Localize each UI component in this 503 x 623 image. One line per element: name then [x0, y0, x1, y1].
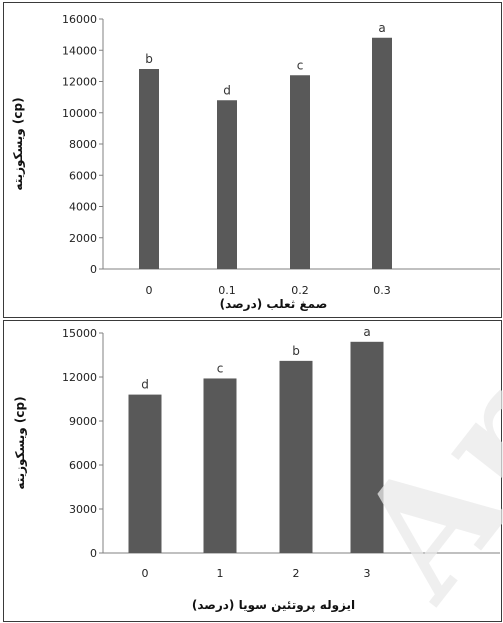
- y-tick-label: 15000: [62, 327, 97, 340]
- x-axis-label: صمغ ثعلب (درصد): [220, 297, 328, 311]
- x-tick-label: 0: [142, 567, 149, 580]
- x-tick-label: 1: [217, 567, 224, 580]
- y-tick-label: 6000: [69, 459, 97, 472]
- bar: [128, 394, 162, 553]
- y-tick-label: 3000: [69, 503, 97, 516]
- bar-chart-soy: 0 3000 6000 9000 12000 15000 d 0 c 1 b 2 a 3 ایزوله پر…: [13, 325, 500, 613]
- significance-label: d: [223, 83, 231, 97]
- y-tick-label: 14000: [62, 44, 97, 57]
- y-tick-label: 16000: [62, 13, 97, 26]
- y-tick-label: 4000: [69, 201, 97, 214]
- x-tick-label: 2: [293, 567, 300, 580]
- significance-label: a: [378, 21, 385, 35]
- y-tick-label: 2000: [69, 232, 97, 245]
- chart-panel-gum: 0 2000 4000 6000 8000 10000 12000 14000 16000 b 0 d…: [3, 2, 502, 318]
- significance-label: b: [292, 344, 300, 358]
- significance-label: b: [145, 52, 153, 66]
- x-tick-label: 0.1: [218, 284, 236, 297]
- x-tick-label: 0.3: [373, 284, 391, 297]
- y-tick-label: 10000: [62, 107, 97, 120]
- bar: [217, 100, 237, 269]
- x-tick-label: 0: [146, 284, 153, 297]
- y-tick-label: 0: [90, 263, 97, 276]
- significance-label: a: [363, 325, 370, 339]
- y-axis-label: ویسکوزیته (cp): [11, 97, 26, 190]
- bar: [290, 75, 310, 269]
- significance-label: d: [141, 378, 149, 392]
- significance-label: c: [217, 361, 224, 375]
- y-tick-label: 9000: [69, 415, 97, 428]
- y-tick-label: 8000: [69, 138, 97, 151]
- x-tick-label: 0.2: [291, 284, 309, 297]
- bar: [139, 69, 159, 269]
- y-tick-label: 12000: [62, 76, 97, 89]
- bar: [372, 37, 392, 269]
- bar: [203, 378, 237, 553]
- significance-label: c: [297, 58, 304, 72]
- x-axis-label: ایزوله پروتئین سویا (درصد): [192, 598, 355, 613]
- y-axis-label: ویسکوزیته (cp): [13, 396, 28, 489]
- bar-chart-gum: 0 2000 4000 6000 8000 10000 12000 14000 16000 b 0 d…: [11, 13, 500, 311]
- y-tick-label: 12000: [62, 371, 97, 384]
- y-tick-label: 6000: [69, 169, 97, 182]
- y-tick-label: 0: [90, 547, 97, 560]
- x-tick-label: 3: [364, 567, 371, 580]
- chart-panel-soy: 0 3000 6000 9000 12000 15000 d 0 c 1 b 2 a 3 ایزوله پر…: [3, 320, 502, 622]
- bar: [350, 341, 384, 553]
- bar: [279, 360, 313, 553]
